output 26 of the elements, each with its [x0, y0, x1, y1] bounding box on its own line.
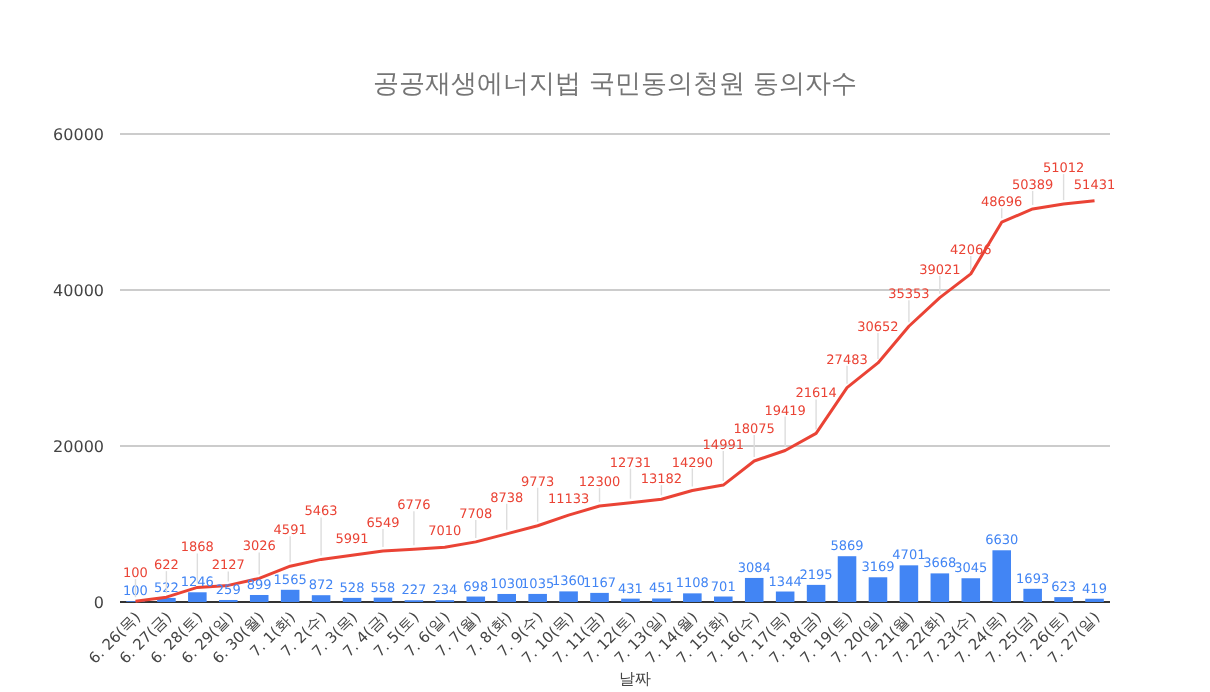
bar [280, 589, 300, 602]
bar [311, 595, 331, 602]
y-tick-label: 20000 [53, 438, 104, 456]
bar [899, 565, 919, 602]
bar [559, 591, 578, 602]
bar [806, 584, 826, 602]
bar [868, 577, 888, 602]
bar [683, 593, 702, 602]
bar [837, 556, 857, 602]
bar [497, 593, 516, 602]
bar [930, 573, 950, 602]
chart-title: 공공재생에너지법 국민동의청원 동의자수 [372, 70, 858, 100]
bar [590, 592, 609, 602]
bar [744, 577, 764, 602]
x-axis-title: 날짜 [619, 670, 651, 688]
y-tick-label: 0 [93, 594, 104, 612]
bar [775, 591, 795, 602]
bar [992, 550, 1011, 602]
bar [961, 578, 981, 602]
bar [188, 592, 207, 602]
bar [714, 596, 733, 602]
y-tick-label: 40000 [53, 282, 104, 300]
bar [528, 593, 547, 602]
bar [1023, 588, 1042, 602]
y-tick-label: 60000 [53, 126, 104, 144]
bar [249, 594, 269, 602]
